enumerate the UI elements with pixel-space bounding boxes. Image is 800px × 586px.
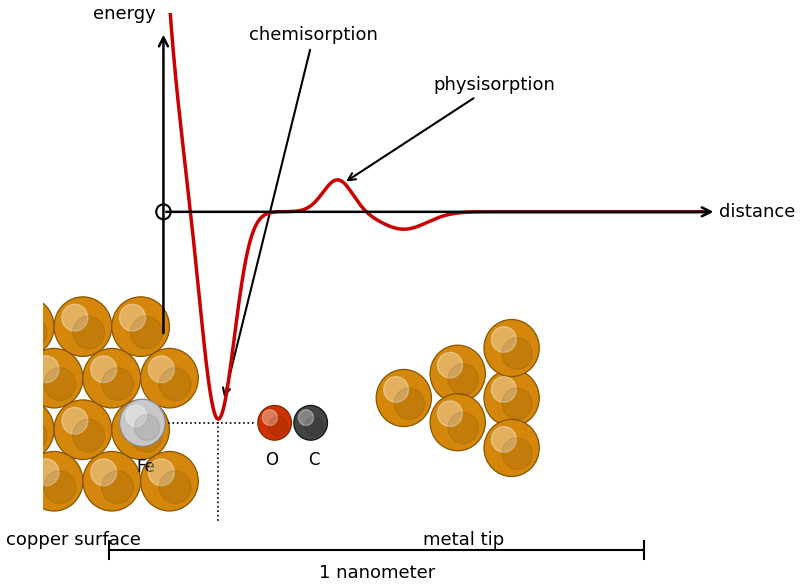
Circle shape	[484, 420, 539, 476]
Circle shape	[376, 369, 431, 427]
Circle shape	[438, 401, 462, 427]
Text: O: O	[265, 451, 278, 469]
Circle shape	[62, 304, 88, 331]
Text: physisorption: physisorption	[348, 76, 555, 180]
Circle shape	[484, 319, 539, 377]
Circle shape	[90, 459, 117, 486]
Circle shape	[448, 413, 478, 444]
Text: distance: distance	[719, 203, 796, 221]
Circle shape	[430, 345, 486, 402]
Circle shape	[269, 417, 287, 436]
Circle shape	[4, 304, 30, 331]
Circle shape	[448, 364, 478, 395]
Circle shape	[502, 438, 532, 469]
Circle shape	[384, 377, 409, 402]
Circle shape	[491, 326, 516, 352]
Circle shape	[298, 410, 314, 425]
Circle shape	[44, 368, 76, 400]
Circle shape	[130, 316, 162, 349]
Circle shape	[141, 451, 198, 511]
Circle shape	[0, 400, 54, 459]
Circle shape	[112, 297, 170, 356]
Circle shape	[430, 394, 486, 451]
Circle shape	[54, 297, 112, 356]
Circle shape	[26, 348, 83, 408]
Circle shape	[305, 417, 323, 436]
Circle shape	[258, 406, 291, 440]
Circle shape	[438, 352, 462, 378]
Circle shape	[33, 356, 59, 383]
Circle shape	[73, 419, 105, 452]
Circle shape	[491, 427, 516, 452]
Circle shape	[62, 407, 88, 434]
Text: metal tip: metal tip	[423, 532, 505, 550]
Circle shape	[83, 348, 141, 408]
Text: copper surface: copper surface	[6, 532, 141, 550]
Circle shape	[502, 388, 532, 420]
Text: 1 nanometer: 1 nanometer	[318, 564, 435, 582]
Text: Fe: Fe	[136, 458, 155, 476]
Circle shape	[33, 459, 59, 486]
Circle shape	[112, 400, 170, 459]
Circle shape	[502, 338, 532, 369]
Circle shape	[44, 471, 76, 503]
Circle shape	[491, 377, 516, 402]
Circle shape	[4, 407, 30, 434]
Circle shape	[262, 410, 278, 425]
Circle shape	[484, 369, 539, 427]
Circle shape	[15, 316, 47, 349]
Circle shape	[83, 451, 141, 511]
Circle shape	[394, 388, 425, 420]
Circle shape	[119, 407, 146, 434]
Text: C: C	[308, 451, 319, 469]
Circle shape	[90, 356, 117, 383]
Circle shape	[73, 316, 105, 349]
Circle shape	[294, 406, 327, 440]
Circle shape	[159, 368, 191, 400]
Circle shape	[126, 405, 146, 427]
Circle shape	[54, 400, 112, 459]
Circle shape	[141, 348, 198, 408]
Circle shape	[119, 399, 166, 447]
Circle shape	[130, 419, 162, 452]
Circle shape	[0, 297, 54, 356]
Text: chemisorption: chemisorption	[223, 26, 378, 396]
Circle shape	[26, 451, 83, 511]
Circle shape	[102, 368, 134, 400]
Text: energy: energy	[94, 5, 156, 23]
Circle shape	[159, 471, 191, 503]
Circle shape	[134, 414, 159, 441]
Circle shape	[15, 419, 47, 452]
Circle shape	[148, 356, 174, 383]
Circle shape	[119, 304, 146, 331]
Circle shape	[148, 459, 174, 486]
Circle shape	[102, 471, 134, 503]
